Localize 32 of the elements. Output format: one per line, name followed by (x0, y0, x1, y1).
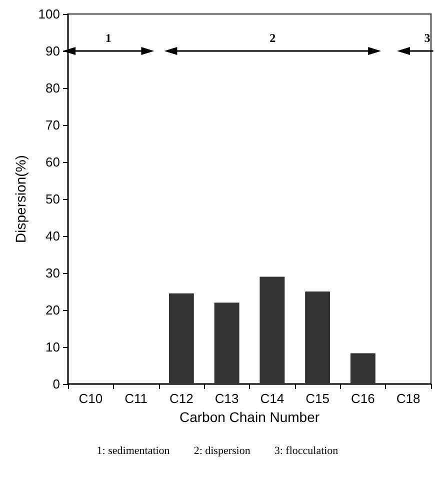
bar (260, 276, 285, 384)
y-tick-label: 30 (46, 266, 60, 280)
bar (305, 292, 330, 384)
bar (168, 293, 194, 384)
annotation: 2 (270, 31, 276, 46)
x-tick-label: C18 (396, 391, 420, 406)
y-tick-label: 70 (46, 118, 60, 132)
y-tick-label: 80 (46, 80, 60, 96)
x-tick-label: C13 (214, 391, 239, 406)
x-tick-label: C11 (124, 391, 148, 406)
text: 3: flocculation (274, 445, 338, 457)
bar (350, 353, 376, 384)
annotation: 3 (424, 31, 430, 46)
y-tick-label: 50 (46, 192, 60, 206)
x-tick-label: C16 (351, 391, 375, 406)
y-tick-label: 40 (46, 228, 60, 244)
x-tick-label: C15 (306, 391, 330, 406)
y-tick-label: 0 (52, 376, 60, 392)
y-tick-label: 60 (46, 154, 60, 170)
x-tick-label: C12 (170, 391, 194, 406)
bar (214, 302, 240, 384)
text: 2: dispersion (194, 445, 250, 457)
y-tick-label: 20 (46, 302, 60, 318)
x-tick-label: C14 (260, 391, 284, 406)
y-tick-label: 100 (38, 6, 60, 22)
text: 1: sedimentation (96, 445, 170, 457)
x-axis-title: Carbon Chain Number (179, 408, 320, 425)
y-tick-label: 90 (46, 44, 60, 58)
x-tick-label: C10 (78, 391, 103, 406)
y-axis-title: Dispersion(%) (12, 155, 28, 243)
annotation: 1 (105, 31, 112, 46)
y-tick-label: 10 (46, 340, 60, 354)
